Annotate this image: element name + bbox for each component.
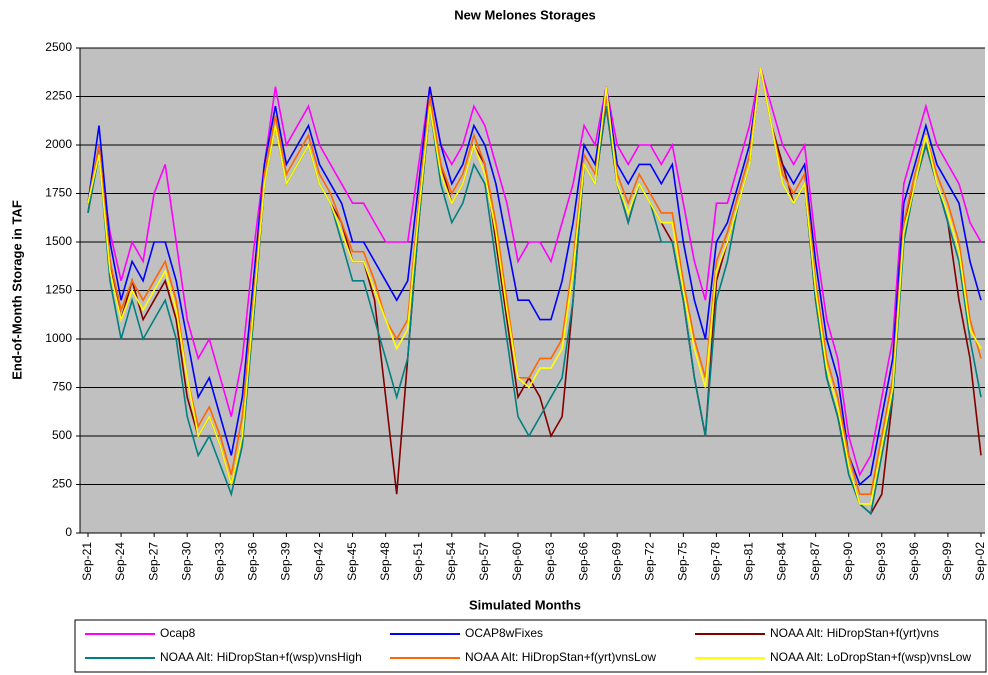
y-tick-label: 1750: [45, 186, 72, 200]
y-tick-label: 2000: [45, 137, 72, 151]
x-tick-label: Sep-36: [246, 542, 260, 581]
y-tick-label: 2250: [45, 89, 72, 103]
x-tick-label: Sep-54: [444, 542, 458, 581]
x-tick-label: Sep-75: [676, 542, 690, 581]
x-tick-label: Sep-69: [609, 542, 623, 581]
y-tick-label: 250: [52, 477, 72, 491]
x-tick-label: Sep-02: [973, 542, 987, 581]
x-tick-label: Sep-72: [642, 542, 656, 581]
legend-label: OCAP8wFixes: [465, 626, 543, 640]
x-tick-label: Sep-39: [279, 542, 293, 581]
y-tick-label: 2500: [45, 40, 72, 54]
x-axis-title: Simulated Months: [469, 597, 581, 612]
x-tick-label: Sep-51: [411, 542, 425, 581]
x-tick-label: Sep-87: [808, 542, 822, 581]
y-axis-title: End-of-Month Storage in TAF: [9, 200, 24, 380]
y-tick-label: 1500: [45, 234, 72, 248]
chart-title: New Melones Storages: [454, 7, 596, 22]
x-tick-label: Sep-99: [940, 542, 954, 581]
x-tick-label: Sep-84: [775, 542, 789, 581]
x-tick-label: Sep-93: [874, 542, 888, 581]
x-tick-label: Sep-96: [907, 542, 921, 581]
x-tick-label: Sep-27: [146, 542, 160, 581]
x-tick-label: Sep-90: [841, 542, 855, 581]
x-tick-label: Sep-33: [212, 542, 226, 581]
x-tick-label: Sep-42: [312, 542, 326, 581]
legend-label: NOAA Alt: LoDropStan+f(wsp)vnsLow: [770, 650, 971, 664]
x-tick-label: Sep-21: [80, 542, 94, 581]
x-tick-label: Sep-57: [477, 542, 491, 581]
x-tick-label: Sep-30: [179, 542, 193, 581]
x-tick-label: Sep-81: [742, 542, 756, 581]
series-line: [87, 67, 982, 486]
legend-label: NOAA Alt: HiDropStan+f(wsp)vnsHigh: [160, 650, 362, 664]
y-tick-label: 750: [52, 380, 72, 394]
legend: [74, 619, 987, 673]
x-tick-label: Sep-78: [709, 542, 723, 581]
legend-label: NOAA Alt: HiDropStan+f(yrt)vnsLow: [465, 650, 656, 664]
y-tick-label: 0: [65, 525, 72, 539]
x-tick-label: Sep-60: [510, 542, 524, 581]
legend-label: NOAA Alt: HiDropStan+f(yrt)vns: [770, 626, 939, 640]
series-line: [87, 67, 982, 516]
x-tick-label: Sep-63: [543, 542, 557, 581]
series-line: [87, 67, 982, 477]
x-tick-label: Sep-66: [576, 542, 590, 581]
x-tick-label: Sep-45: [345, 542, 359, 581]
x-tick-label: Sep-24: [113, 542, 127, 581]
x-tick-label: Sep-48: [378, 542, 392, 581]
y-tick-label: 1000: [45, 331, 72, 345]
y-tick-label: 500: [52, 428, 72, 442]
y-tick-label: 1250: [45, 283, 72, 297]
series-line: [87, 67, 982, 505]
series-line: [87, 67, 982, 495]
legend-label: Ocap8: [160, 626, 196, 640]
